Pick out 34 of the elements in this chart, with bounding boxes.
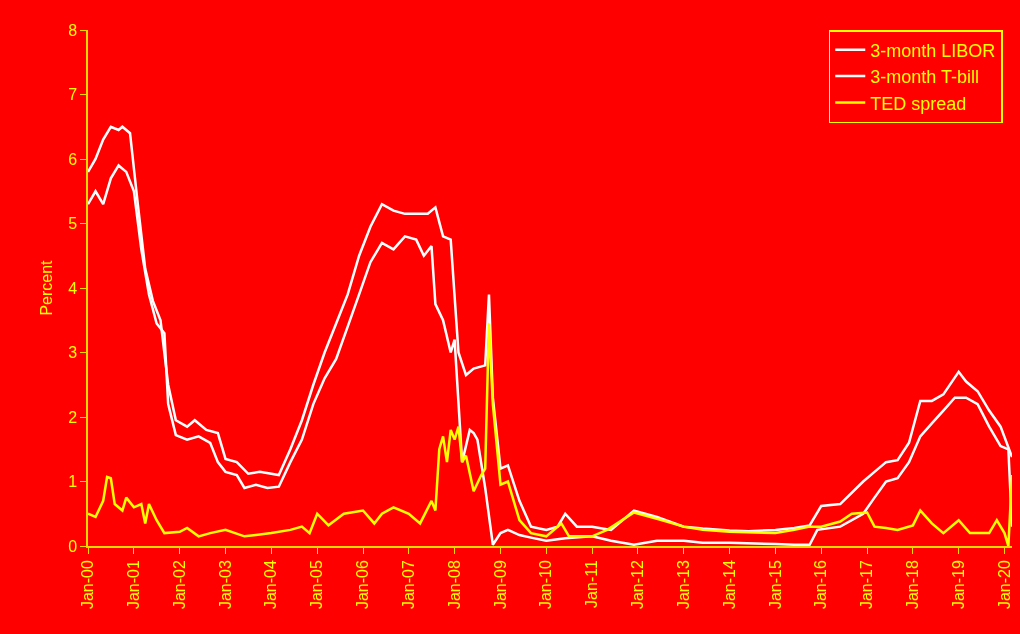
x-tick-label: Jan-10 — [537, 560, 555, 610]
x-tick-label: Jan-00 — [79, 560, 97, 610]
x-tick-label: Jan-02 — [170, 560, 188, 610]
y-tick-label: 0 — [68, 537, 78, 555]
x-tick-label: Jan-12 — [629, 560, 647, 610]
x-tick-label: Jan-14 — [720, 560, 738, 610]
x-tick-label: Jan-05 — [308, 560, 326, 610]
y-tick-label: 7 — [68, 86, 78, 104]
x-tick-label: Jan-17 — [858, 560, 876, 610]
x-tick-label: Jan-16 — [812, 560, 830, 610]
legend-label: 3-month LIBOR — [870, 40, 996, 61]
x-tick-label: Jan-09 — [491, 560, 509, 610]
x-tick-label: Jan-11 — [583, 560, 601, 608]
y-tick-label: 5 — [68, 215, 78, 233]
x-tick-label: Jan-13 — [675, 560, 692, 610]
x-tick-label: Jan-19 — [949, 560, 967, 610]
x-tick-label: Jan-03 — [216, 560, 234, 610]
x-tick-label: Jan-04 — [262, 560, 280, 610]
y-tick-label: 2 — [68, 408, 78, 426]
legend-label: TED spread — [870, 93, 967, 114]
x-tick-label: Jan-01 — [125, 560, 143, 610]
x-tick-label: Jan-08 — [445, 560, 463, 610]
y-tick-label: 4 — [68, 279, 78, 297]
y-axis-title: Percent — [37, 259, 55, 316]
x-tick-label: Jan-20 — [995, 560, 1013, 610]
x-tick-label: Jan-07 — [400, 560, 417, 610]
x-tick-label: Jan-18 — [904, 560, 922, 610]
legend-label: 3-month T-bill — [870, 67, 979, 88]
y-tick-label: 6 — [68, 150, 78, 168]
y-tick-label: 1 — [68, 473, 78, 491]
y-tick-label: 8 — [68, 21, 78, 39]
y-tick-label: 3 — [68, 344, 78, 362]
x-tick-label: Jan-15 — [766, 560, 784, 610]
x-tick-label: Jan-06 — [354, 560, 372, 610]
